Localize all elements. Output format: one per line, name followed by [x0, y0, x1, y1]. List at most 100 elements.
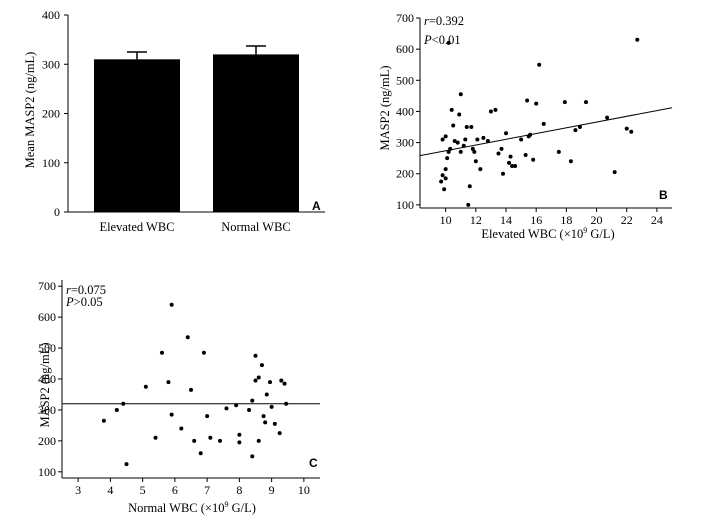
panel-a-y-tick-label: 100 [42, 156, 60, 170]
panel-b-y-tick-label: 300 [396, 136, 414, 150]
panel-c-data-point [268, 380, 273, 385]
panel-c-data-point [166, 380, 171, 385]
panel-c-y-tick-label: 400 [38, 372, 56, 386]
panel-b-x-tick-label: 24 [651, 213, 663, 227]
panel-c-y-tick-label: 600 [38, 310, 56, 324]
panel-b-y-tick-label: 500 [396, 73, 414, 87]
panel-b-data-point [508, 154, 513, 159]
panel-b-p-symbol: P [423, 33, 432, 47]
panel-b-x-tick-label: 20 [591, 213, 603, 227]
panel-b-data-point [499, 146, 504, 151]
panel-c-y-tick-label: 200 [38, 434, 56, 448]
panel-b-x-tick-label: 18 [560, 213, 572, 227]
panel-c-y-tick-label: 100 [38, 465, 56, 479]
panel-c-points [62, 302, 320, 467]
panel-b-trend-line [419, 107, 673, 157]
panel-b-data-point [472, 149, 477, 154]
panel-b-data-point [537, 62, 542, 67]
panel-b-points [419, 37, 673, 207]
panel-c-letter: C [309, 456, 318, 470]
panel-b-data-point [568, 159, 573, 164]
panel-b-data-point [473, 159, 478, 164]
panel-c-data-point [121, 401, 126, 406]
panel-b-data-point [448, 146, 453, 151]
panel-c-data-point [114, 407, 119, 412]
panel-c-r-value: r=0.075 [66, 283, 106, 297]
panel-b-x-axis-label-tail: G/L) [587, 227, 614, 241]
panel-b-data-point [461, 143, 466, 148]
panel-c-x-axis-label-sup: 9 [224, 500, 228, 509]
panel-b-data-point [470, 146, 475, 151]
panel-a-category-label: Normal WBC [221, 220, 291, 234]
panel-b-data-point [475, 137, 480, 142]
panel-b-data-point [513, 163, 518, 168]
panel-b-data-point [583, 100, 588, 105]
panel-b-data-point [440, 137, 445, 142]
panel-c-data-point [277, 431, 282, 436]
panel-c-data-point [208, 435, 213, 440]
panel-b-data-point [519, 137, 524, 142]
panel-c-data-point [264, 392, 269, 397]
panel-c-x-tick-label: 7 [204, 483, 210, 497]
panel-b-scatter: 100 200 300 400 500 600 700 10 12 14 16 18 20 22 24 MA… [378, 11, 673, 241]
panel-c-data-point [179, 426, 184, 431]
panel-c-axes: 100 200 300 400 500 600 700 3 4 5 6 7 8 9 10 [38, 279, 320, 497]
panel-c-data-point [237, 440, 242, 445]
panel-c-data-point [272, 421, 277, 426]
panel-c-x-tick-label: 6 [172, 483, 178, 497]
panel-c-p-number: >0.05 [74, 295, 103, 309]
panel-b-data-point [493, 107, 498, 112]
panel-b-y-tick-label: 600 [396, 42, 414, 56]
panel-a-y-tick-label: 400 [42, 8, 60, 22]
panel-b-y-tick-label: 400 [396, 104, 414, 118]
panel-b-r-value: r=0.392 [424, 14, 464, 28]
panel-c-y-tick-label: 500 [38, 341, 56, 355]
panel-b-x-axis-label: Elevated WBC (×109 G/L) [481, 226, 614, 241]
panel-c-data-point [218, 438, 223, 443]
panel-c-x-axis-label-tail: G/L) [228, 501, 255, 515]
panel-b-x-tick-label: 10 [440, 213, 452, 227]
panel-b-data-point [440, 173, 445, 178]
panel-b-r-symbol: r [424, 14, 429, 28]
panel-b-data-point [466, 202, 471, 207]
panel-c-data-point [247, 407, 252, 412]
panel-c-x-tick-label: 5 [140, 483, 146, 497]
panel-c-data-point [250, 398, 255, 403]
panel-c-y-tick-label: 700 [38, 279, 56, 293]
panel-b-data-point [534, 101, 539, 106]
panel-b-data-point [445, 156, 450, 161]
panel-a-letter: A [312, 199, 321, 213]
panel-c-data-point [250, 454, 255, 459]
panel-c-x-tick-label: 8 [236, 483, 242, 497]
panel-b-data-point [442, 187, 447, 192]
panel-b-r-number: =0.392 [429, 14, 464, 28]
panel-b-letter: B [659, 188, 668, 202]
panel-c-data-point [185, 335, 190, 340]
panel-b-data-point [562, 100, 567, 105]
panel-c-data-point [192, 438, 197, 443]
panel-b-x-tick-label: 14 [500, 213, 512, 227]
panel-b-x-tick-label: 22 [621, 213, 633, 227]
panel-c-data-point [234, 403, 239, 408]
panel-c-data-point [256, 375, 261, 380]
panel-b-data-point [573, 128, 578, 133]
panel-b-x-axis-label-main: Elevated WBC (×10 [481, 227, 583, 241]
panel-c-data-point [201, 350, 206, 355]
panel-b-data-point [605, 115, 610, 120]
panel-c-x-axis-label: Normal WBC (×109 G/L) [128, 500, 256, 515]
panel-b-data-point [458, 92, 463, 97]
panel-b-data-point [452, 139, 457, 144]
panel-b-data-point [478, 167, 483, 172]
panel-c-r-symbol: r [66, 283, 71, 297]
panel-a-axes: 0 100 200 300 400 Elevated WBC Normal WBC [42, 8, 325, 234]
panel-b-data-point [455, 140, 460, 145]
panel-c-data-point [169, 412, 174, 417]
panel-b-y-tick-label: 700 [396, 11, 414, 25]
panel-b-data-point [525, 98, 530, 103]
panel-b-data-point [541, 121, 546, 126]
panel-c-y-axis-label: MASP2 (ng/mL) [38, 342, 52, 427]
panel-b-data-point [443, 134, 448, 139]
panel-c-data-point [224, 406, 229, 411]
panel-b-axes: 100 200 300 400 500 600 700 10 12 14 16 18 20 22 24 [396, 11, 672, 227]
panel-b-data-point [458, 149, 463, 154]
